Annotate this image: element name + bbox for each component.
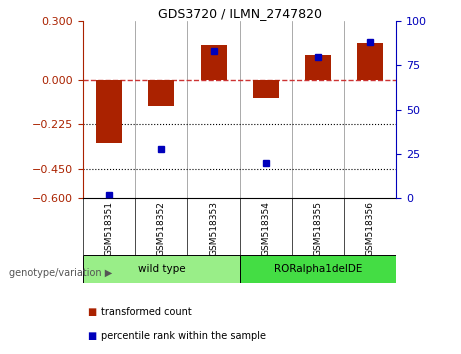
Text: GSM518353: GSM518353: [209, 201, 218, 256]
Text: ■: ■: [88, 331, 97, 341]
Text: GSM518351: GSM518351: [105, 201, 113, 256]
Text: transformed count: transformed count: [101, 307, 192, 316]
Text: GSM518355: GSM518355: [313, 201, 323, 256]
Text: GSM518354: GSM518354: [261, 201, 270, 256]
Text: genotype/variation ▶: genotype/variation ▶: [9, 268, 112, 278]
Text: GSM518352: GSM518352: [157, 201, 166, 256]
Text: GSM518356: GSM518356: [366, 201, 375, 256]
Text: wild type: wild type: [137, 264, 185, 274]
Bar: [201, 45, 227, 80]
Text: RORalpha1delDE: RORalpha1delDE: [274, 264, 362, 274]
Text: ■: ■: [88, 307, 97, 316]
Bar: [83, 255, 240, 283]
Title: GDS3720 / ILMN_2747820: GDS3720 / ILMN_2747820: [158, 7, 322, 20]
Bar: [240, 255, 396, 283]
Bar: [148, 80, 174, 106]
Bar: [96, 80, 122, 143]
Bar: [305, 55, 331, 80]
Bar: [357, 43, 384, 80]
Text: percentile rank within the sample: percentile rank within the sample: [101, 331, 266, 341]
Bar: [253, 80, 279, 98]
